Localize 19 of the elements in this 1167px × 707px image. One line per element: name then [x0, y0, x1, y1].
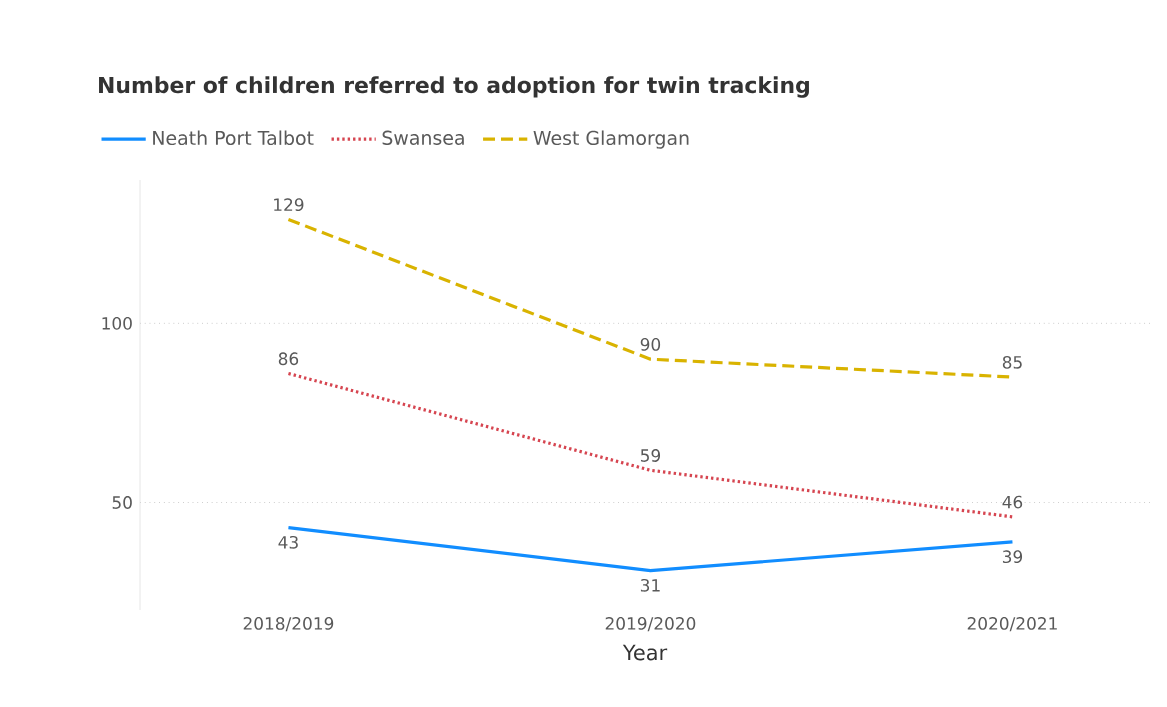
x-tick-label: 2020/2021 [967, 617, 1057, 632]
data-label: 90 [640, 337, 661, 351]
legend-label: Swansea [382, 130, 464, 145]
data-label: 43 [278, 535, 298, 549]
legend-label: Neath Port Talbot [153, 130, 314, 146]
data-label: 86 [278, 352, 299, 366]
data-label: 59 [640, 449, 661, 462]
y-tick-label: 50 [112, 496, 132, 509]
chart-title: Number of children referred to adoption for twin tracking [99, 76, 809, 98]
data-label: 85 [1002, 355, 1022, 369]
y-tick-label: 100 [102, 316, 132, 330]
data-label: 39 [1002, 550, 1023, 564]
x-axis-title: Year [622, 644, 668, 661]
x-tick-label: 2018/2019 [243, 617, 334, 632]
legend-label: West Glamorgan [533, 130, 689, 149]
data-label: 31 [640, 578, 660, 592]
x-tick-label: 2019/2020 [605, 617, 696, 632]
data-label: 129 [274, 198, 304, 212]
data-label: 46 [1002, 495, 1023, 509]
